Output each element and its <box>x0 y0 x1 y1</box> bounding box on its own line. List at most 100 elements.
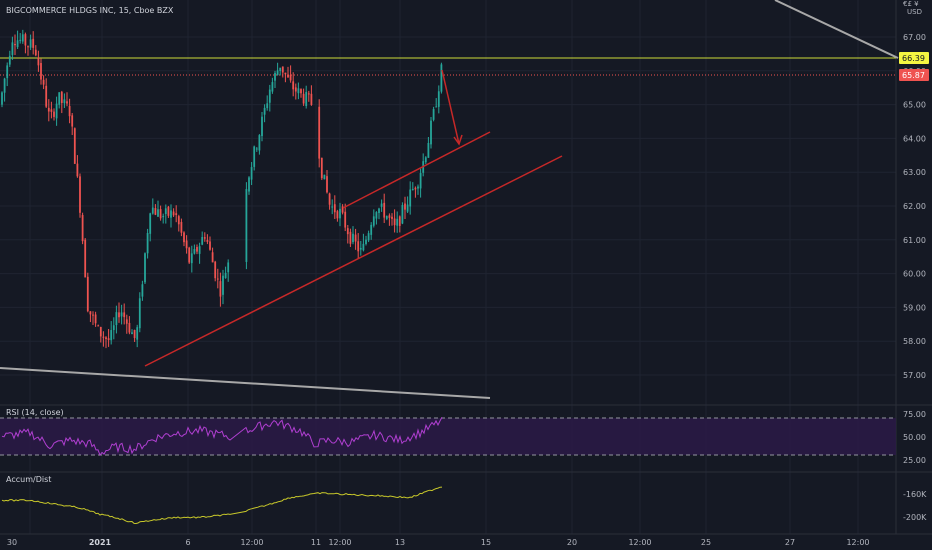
candle <box>68 98 71 124</box>
candle <box>21 29 24 44</box>
candle <box>359 240 362 256</box>
candle <box>162 213 165 224</box>
candle <box>393 209 396 233</box>
candle <box>331 199 334 215</box>
price-tick-label: 62.00 <box>903 202 926 211</box>
candle <box>60 90 63 114</box>
rsi-tick-25: 25.00 <box>903 456 926 465</box>
candle <box>118 302 120 323</box>
candle <box>14 34 16 56</box>
candle <box>180 218 183 237</box>
candle <box>274 70 276 89</box>
resistance-trendline[interactable] <box>774 0 899 59</box>
candle <box>440 62 443 94</box>
candle <box>411 182 414 191</box>
candle <box>372 209 375 228</box>
candle <box>294 83 297 100</box>
candle <box>136 324 139 348</box>
price-tick-label: 57.00 <box>903 371 926 380</box>
candle <box>346 224 349 244</box>
candle <box>42 75 45 90</box>
last-price-badge-text: 65.87 <box>902 71 925 80</box>
candle <box>34 45 37 57</box>
candle <box>84 238 87 278</box>
candle <box>297 82 300 100</box>
candle <box>6 62 9 87</box>
time-label-30: 30 <box>7 538 17 547</box>
rsi-label[interactable]: RSI (14, close) <box>6 408 64 417</box>
accum-tick-160k: -160K <box>903 490 927 499</box>
candle <box>401 202 404 225</box>
candle <box>81 212 84 245</box>
time-label-6: 6 <box>185 538 190 547</box>
accum-dist-label[interactable]: Accum/Dist <box>6 475 51 484</box>
candle <box>427 136 430 158</box>
candle <box>261 112 263 142</box>
time-label-1200-b: 12:00 <box>328 538 351 547</box>
accum-dist-line[interactable] <box>1 486 443 525</box>
candle <box>203 232 206 242</box>
candle <box>352 226 354 245</box>
projection-arrow-shaft[interactable] <box>441 69 460 145</box>
candle <box>323 174 326 180</box>
candle <box>71 113 74 135</box>
accum-tick-200k: -200K <box>903 513 927 522</box>
price-tick-label: 59.00 <box>903 303 926 312</box>
candle <box>40 58 42 85</box>
rsi-band-fill <box>0 418 896 455</box>
symbol-title[interactable]: BIGCOMMERCE HLDGS INC, 15, Cboe BZX <box>6 6 174 15</box>
candle <box>167 205 170 218</box>
time-label-20: 20 <box>567 538 577 547</box>
candle <box>133 329 136 342</box>
candle <box>326 169 328 194</box>
upper-channel-trendline[interactable] <box>342 131 491 209</box>
candle <box>164 204 167 224</box>
candle <box>339 202 341 227</box>
candle <box>8 50 11 67</box>
time-axis[interactable]: 30 2021 6 12:00 11 12:00 13 15 20 12:00 … <box>7 538 870 547</box>
candle <box>47 99 50 122</box>
price-tick-label: 64.00 <box>903 134 926 143</box>
candle <box>224 266 227 279</box>
candle <box>365 235 367 246</box>
candle <box>190 245 193 273</box>
time-label-1200-a: 12:00 <box>240 538 263 547</box>
candle <box>120 304 123 325</box>
candle <box>151 198 154 215</box>
candle <box>214 260 217 282</box>
candle <box>99 326 102 343</box>
time-label-1200-d: 12:00 <box>846 538 869 547</box>
candle <box>53 108 55 121</box>
candle <box>349 228 352 247</box>
high-price-badge: 66.39 <box>899 52 929 64</box>
candle <box>435 98 438 108</box>
candle <box>170 204 172 228</box>
candle <box>188 246 191 264</box>
candle <box>29 34 32 51</box>
candle <box>268 84 271 112</box>
candle <box>310 85 313 106</box>
candle <box>16 30 19 50</box>
candle <box>94 311 97 327</box>
candle <box>76 155 79 178</box>
candle <box>211 247 214 263</box>
time-label-11: 11 <box>311 538 321 547</box>
currency-label[interactable]: USD <box>907 8 922 16</box>
high-price-badge-text: 66.39 <box>902 54 925 63</box>
candle <box>58 92 61 109</box>
candle <box>3 77 6 102</box>
candle <box>144 252 146 284</box>
candle <box>276 62 279 76</box>
candle <box>432 106 435 122</box>
support-trendline[interactable] <box>0 367 491 399</box>
rsi-line[interactable] <box>1 417 443 456</box>
lower-channel-trendline[interactable] <box>144 155 563 367</box>
candle <box>404 196 406 219</box>
candle <box>370 222 373 240</box>
candle <box>305 85 308 109</box>
trend-drawings[interactable] <box>0 0 899 399</box>
candle <box>263 104 266 123</box>
candle <box>112 317 115 340</box>
